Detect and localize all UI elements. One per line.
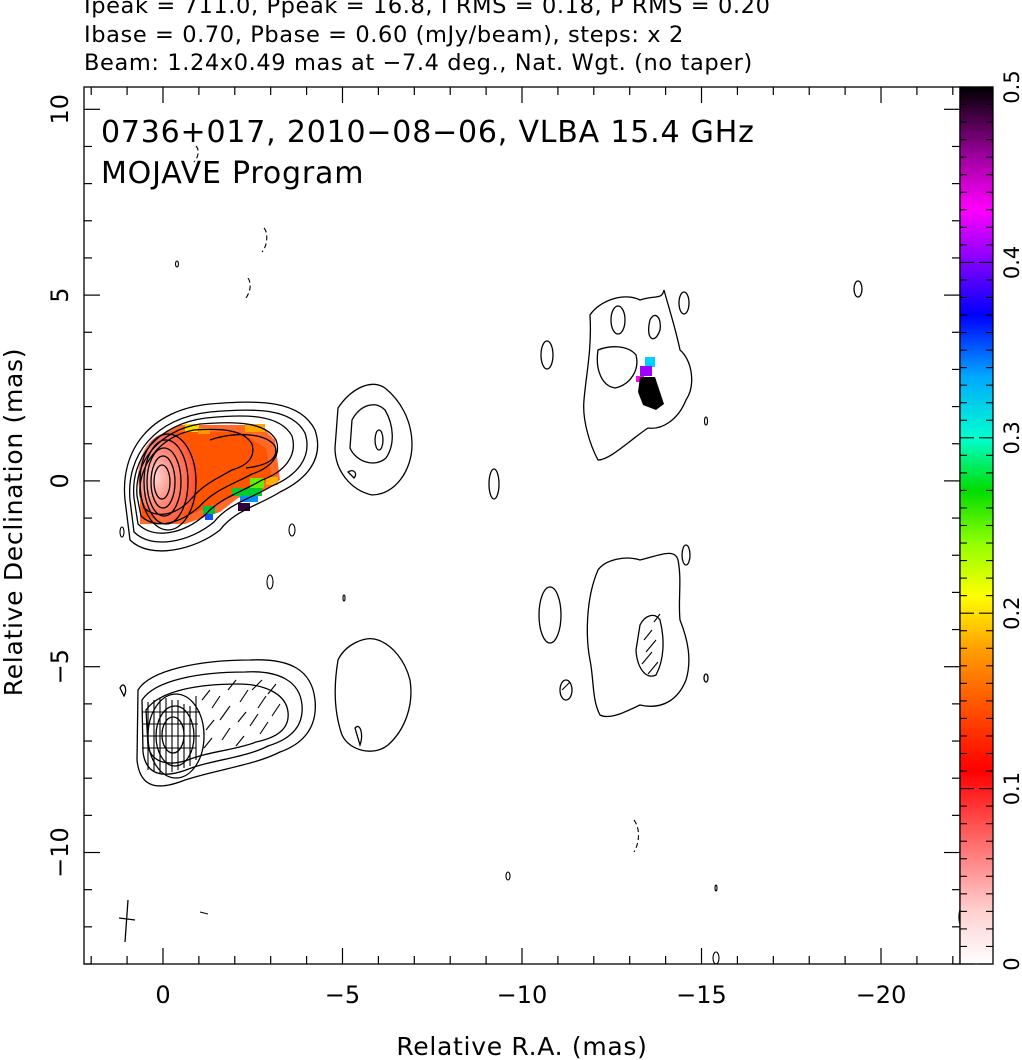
y-tick-label: 5 [46, 287, 74, 302]
x-tick-label: 0 [155, 981, 170, 1009]
source-title: 0736+017, 2010−08−06, VLBA 15.4 GHz [101, 115, 755, 150]
x-tick-label: −15 [676, 981, 727, 1009]
colorbar-tick-label: 0 [1000, 957, 1022, 970]
y-tick-label: 0 [46, 473, 74, 488]
intensity-contours [123, 280, 863, 552]
colorbar-tick-label: 0.3 [1000, 421, 1022, 454]
x-tick-label: −5 [325, 981, 360, 1009]
colorbar-axis: 0 0.1 0.2 0.3 0.4 0.5 [960, 70, 1022, 971]
fractional-polarization-map [138, 357, 664, 524]
y-tick-label: −10 [46, 827, 74, 878]
program-label: MOJAVE Program [101, 156, 364, 191]
header-line-3: Beam: 1.24x0.49 mas at −7.4 deg., Nat. W… [84, 50, 753, 76]
evpa-sticks [142, 613, 661, 774]
x-tick-label: −10 [497, 981, 548, 1009]
noise-contours [119, 145, 720, 964]
colorbar-tick-label: 0.2 [1000, 596, 1022, 629]
header-line-1: Ipeak = 711.0, Ppeak = 16.8, I RMS = 0.1… [84, 0, 771, 19]
colorbar-tick-label: 0.1 [1000, 772, 1022, 805]
y-tick-label: −5 [46, 649, 74, 684]
x-tick-label: −20 [856, 981, 907, 1009]
y-tick-label: 10 [46, 94, 74, 125]
colorbar-tick-label: 0.4 [1000, 246, 1022, 279]
beam-cross [118, 899, 136, 943]
y-axis-label: Relative Declination (mas) [0, 348, 28, 696]
image-layer [118, 145, 960, 964]
header-line-2: Ibase = 0.70, Pbase = 0.60 (mJy/beam), s… [84, 22, 684, 48]
axes: 0 −5 −10 −15 −20 10 5 0 −5 −10 [46, 87, 960, 1009]
x-axis-label: Relative R.A. (mas) [396, 1032, 647, 1060]
plot-frame [83, 86, 961, 965]
colorbar-tick-label: 0.5 [1000, 70, 1022, 103]
polarization-contours [119, 544, 960, 926]
